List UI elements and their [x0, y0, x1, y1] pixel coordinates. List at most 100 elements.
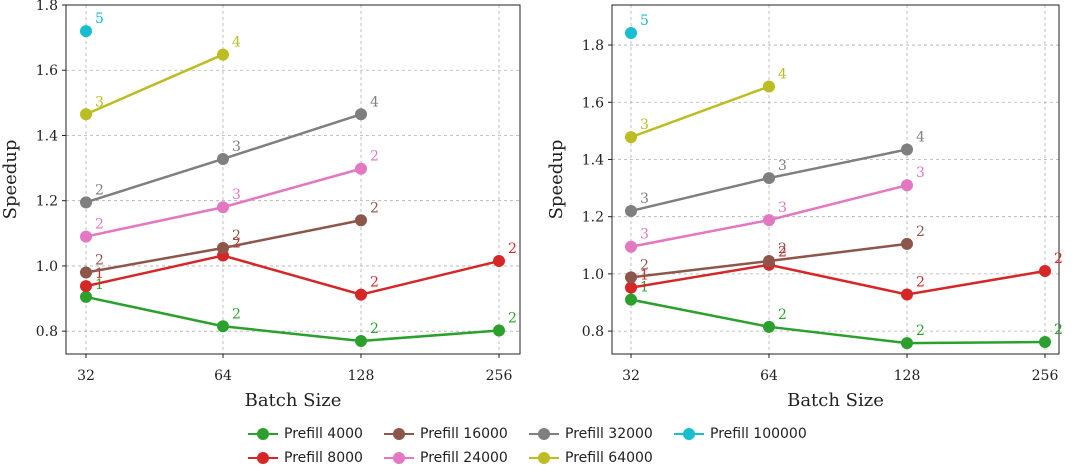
y-tick-label: 1.0	[36, 259, 58, 275]
legend-marker-icon	[674, 427, 704, 441]
series-prefill-4000: 1 2 2 2	[625, 280, 1063, 350]
data-label: 2	[370, 149, 379, 165]
data-label: 3	[778, 158, 787, 174]
data-point	[901, 288, 913, 301]
data-point	[217, 152, 229, 165]
data-label: 2	[916, 274, 925, 290]
data-point	[763, 214, 775, 227]
series-line	[630, 263, 1046, 296]
data-label: 2	[1054, 322, 1063, 338]
data-point	[625, 281, 637, 294]
legend: Prefill 4000 Prefill 8000 Prefill 16000 …	[248, 426, 848, 470]
legend-marker-icon	[248, 427, 278, 441]
legend-label: Prefill 8000	[284, 450, 363, 466]
data-point	[80, 108, 92, 121]
data-point	[763, 80, 775, 93]
series-prefill-4000: 1 2 2 2	[80, 277, 517, 347]
y-tick-label: 1.8	[36, 0, 58, 14]
series-prefill-100000: 5	[80, 11, 104, 38]
data-label: 1	[95, 277, 104, 293]
data-point	[217, 320, 229, 333]
x-tick-label: 128	[348, 368, 375, 384]
data-label: 5	[95, 11, 104, 27]
data-point	[217, 201, 229, 214]
series-line	[630, 85, 770, 139]
data-label: 3	[778, 200, 787, 216]
data-label: 2	[370, 275, 379, 291]
data-point	[763, 320, 775, 333]
data-label: 2	[916, 323, 925, 339]
data-label: 3	[232, 139, 241, 155]
legend-label: Prefill 100000	[710, 426, 807, 442]
data-point	[355, 108, 367, 121]
y-axis-label: Speedup	[546, 140, 567, 220]
data-label: 3	[232, 187, 241, 203]
y-tick-label: 0.8	[582, 324, 604, 340]
data-label: 4	[916, 129, 925, 145]
x-tick-label: 256	[486, 368, 513, 384]
data-label: 3	[916, 165, 925, 181]
data-label: 2	[640, 257, 649, 273]
data-point	[901, 337, 913, 350]
data-point	[625, 131, 637, 144]
series-line	[85, 254, 500, 296]
data-point	[80, 230, 92, 243]
y-axis-label: Speedup	[0, 140, 21, 220]
series-line	[630, 298, 1046, 345]
series-prefill-64000: 34	[625, 67, 787, 144]
data-label: 2	[1054, 251, 1063, 267]
y-tick-label: 1.4	[36, 128, 58, 144]
data-point	[80, 25, 92, 38]
legend-label: Prefill 32000	[565, 426, 653, 442]
data-point	[493, 255, 505, 268]
data-label: 4	[370, 94, 379, 110]
data-point	[625, 293, 637, 306]
data-label: 2	[370, 200, 379, 216]
data-point	[355, 214, 367, 227]
series-prefill-16000: 222	[80, 200, 379, 279]
data-label: 2	[232, 228, 241, 244]
data-label: 4	[778, 67, 787, 83]
legend-item-prefill-24000: Prefill 24000	[384, 450, 508, 466]
data-label: 2	[232, 235, 241, 251]
series-prefill-100000: 5	[625, 13, 649, 40]
legend-marker-icon	[529, 427, 559, 441]
data-point	[217, 241, 229, 254]
data-label: 3	[640, 227, 649, 243]
x-tick-label: 64	[214, 368, 232, 384]
legend-item-prefill-4000: Prefill 4000	[248, 426, 363, 442]
y-tick-label: 1.6	[36, 63, 58, 79]
plot-frame	[611, 4, 1060, 355]
data-label: 3	[640, 117, 649, 133]
data-point	[493, 324, 505, 337]
legend-item-prefill-16000: Prefill 16000	[384, 426, 508, 442]
y-tick-label: 1.4	[582, 152, 604, 168]
x-tick-label: 32	[622, 368, 640, 384]
data-label: 2	[95, 182, 104, 198]
data-label: 1	[95, 266, 104, 282]
data-point	[901, 237, 913, 250]
legend-label: Prefill 16000	[420, 426, 508, 442]
x-tick-label: 32	[77, 368, 95, 384]
legend-item-prefill-64000: Prefill 64000	[529, 450, 653, 466]
series-prefill-24000: 2 3 2	[80, 149, 379, 243]
legend-item-prefill-32000: Prefill 32000	[529, 426, 653, 442]
data-label: 2	[95, 252, 104, 268]
data-point	[80, 290, 92, 303]
data-label: 2	[232, 306, 241, 322]
data-label: 2	[916, 224, 925, 240]
x-axis-label: Batch Size	[787, 390, 884, 411]
legend-marker-icon	[384, 451, 414, 465]
data-point	[763, 255, 775, 268]
series-prefill-64000: 34	[80, 35, 241, 121]
legend-item-prefill-8000: Prefill 8000	[248, 450, 363, 466]
data-point	[625, 27, 637, 40]
y-tick-label: 1.8	[582, 38, 604, 54]
y-tick-label: 1.2	[582, 210, 604, 226]
plot-frame	[65, 4, 521, 355]
data-label: 2	[508, 311, 517, 327]
y-tick-label: 1.0	[582, 267, 604, 283]
